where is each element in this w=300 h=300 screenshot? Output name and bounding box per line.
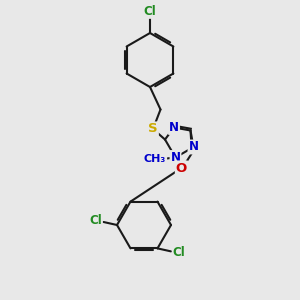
Text: Cl: Cl [173, 246, 185, 260]
Text: CH₃: CH₃ [144, 154, 166, 164]
Text: N: N [170, 151, 181, 164]
Text: Cl: Cl [144, 5, 156, 18]
Text: N: N [188, 140, 199, 154]
Text: Cl: Cl [89, 214, 102, 227]
Text: O: O [176, 161, 187, 175]
Text: S: S [148, 122, 158, 136]
Text: N: N [169, 121, 179, 134]
